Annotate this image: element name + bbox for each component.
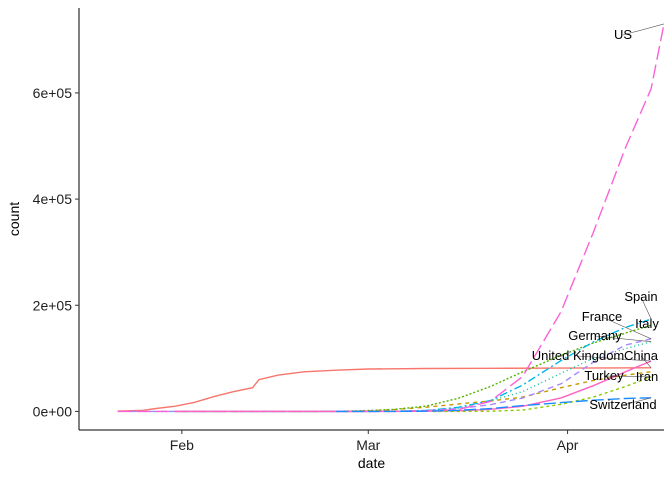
series-line-turkey <box>432 376 652 413</box>
label-connector-layer <box>577 23 665 406</box>
series-label-france: France <box>582 309 622 324</box>
series-label-spain: Spain <box>624 289 657 304</box>
x-tick-label: Feb <box>170 437 194 453</box>
series-layer <box>117 23 665 413</box>
y-tick-label: 0e+00 <box>33 403 73 419</box>
label-connector <box>601 316 652 340</box>
label-connector <box>603 375 652 378</box>
series-label-germany: Germany <box>568 328 622 343</box>
x-tick-label: Apr <box>557 437 579 453</box>
series-line-switzerland <box>336 397 652 413</box>
series-label-united-kingdom: United Kingdom <box>532 348 625 363</box>
label-connector <box>622 397 652 406</box>
y-tick-label: 4e+05 <box>33 191 73 207</box>
y-axis-ticks: 0e+00 2e+05 4e+05 6e+05 <box>33 85 79 419</box>
series-label-switzerland: Switzerland <box>589 397 656 412</box>
series-label-china: China <box>624 348 659 363</box>
label-connector <box>594 335 652 343</box>
x-tick-label: Mar <box>356 437 380 453</box>
label-connector <box>577 355 652 362</box>
x-axis-title: date <box>358 455 385 471</box>
label-connector <box>622 23 665 36</box>
series-label-us: US <box>614 27 632 42</box>
series-label-turkey: Turkey <box>584 368 624 383</box>
label-connector <box>640 296 652 320</box>
y-tick-label: 6e+05 <box>33 85 73 101</box>
label-connector <box>640 355 652 368</box>
series-label-iran: Iran <box>636 369 658 384</box>
series-label-italy: Italy <box>635 316 659 331</box>
series-line-china <box>117 367 652 412</box>
x-axis-ticks: Feb Mar Apr <box>170 430 579 453</box>
y-axis-title: count <box>6 202 22 236</box>
y-tick-label: 2e+05 <box>33 297 73 313</box>
